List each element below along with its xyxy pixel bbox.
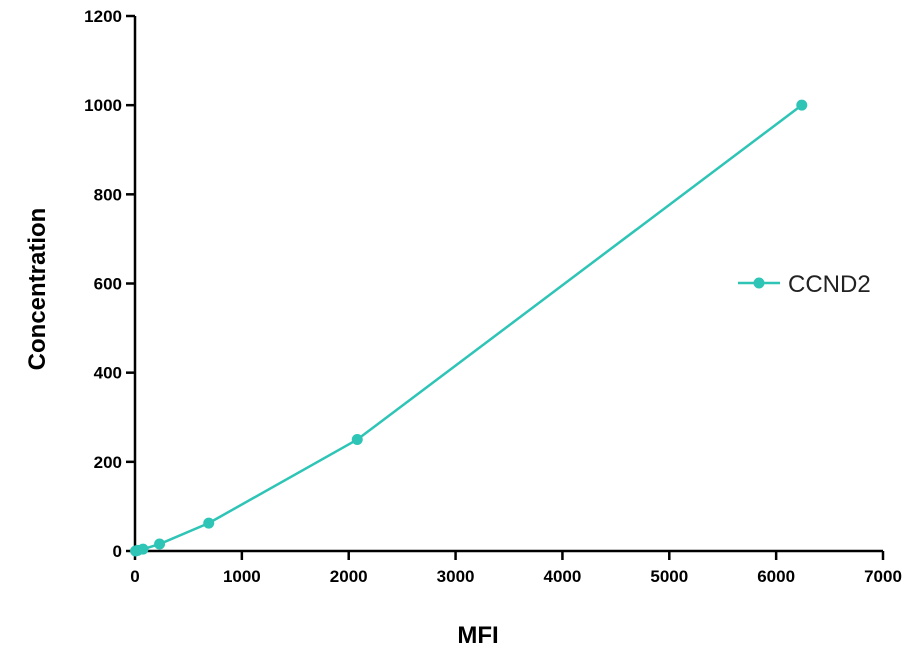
data-point (154, 538, 166, 550)
legend-label: CCND2 (788, 271, 871, 298)
x-tick-label: 2000 (330, 567, 368, 586)
y-tick-label: 1000 (84, 96, 122, 115)
x-tick-label: 6000 (757, 567, 795, 586)
x-tick-label: 1000 (223, 567, 261, 586)
y-tick-label: 0 (113, 542, 122, 561)
y-tick-label: 600 (94, 275, 122, 294)
x-tick-label: 4000 (544, 567, 582, 586)
y-tick-label: 800 (94, 185, 122, 204)
x-tick-label: 7000 (864, 567, 902, 586)
data-point (351, 434, 363, 446)
x-tick-label: 0 (130, 567, 139, 586)
y-tick-label: 400 (94, 364, 122, 383)
legend: CCND2 (738, 271, 871, 298)
x-tick-label: 5000 (650, 567, 688, 586)
data-point (203, 517, 215, 529)
y-tick-label: 200 (94, 453, 122, 472)
series-line (135, 104, 803, 553)
plot-area (130, 99, 808, 557)
y-tick-label: 1200 (84, 7, 122, 26)
axes: 0 200 400 600 800 1000 1200 0 1000 2000 3000 4000 50… (84, 7, 902, 586)
data-point (796, 99, 808, 111)
legend-marker (753, 277, 765, 289)
x-tick-label: 3000 (437, 567, 475, 586)
data-point (137, 543, 149, 555)
x-axis-title: MFI (457, 622, 498, 649)
y-axis-title: Concentration (24, 208, 51, 371)
